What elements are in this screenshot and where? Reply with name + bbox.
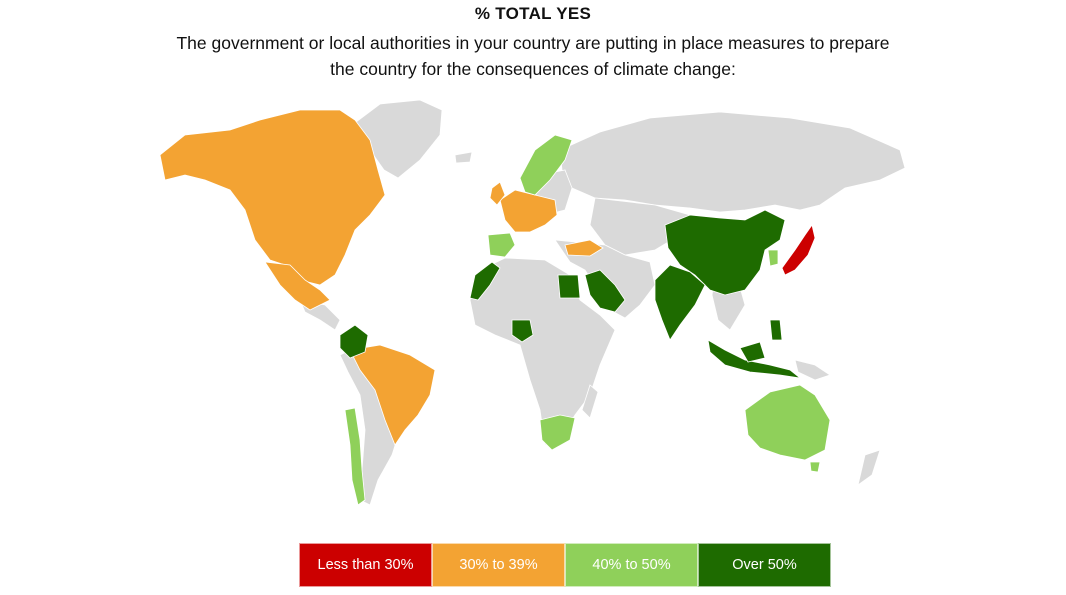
region-turkey	[564, 239, 604, 257]
region-scandinavia	[519, 134, 573, 196]
chart-title: % TOTAL YES	[474, 4, 592, 23]
region-borneo	[739, 341, 766, 363]
region-south-africa	[539, 414, 576, 451]
region-egypt	[557, 274, 581, 299]
region-china	[664, 209, 786, 296]
region-uk	[489, 181, 506, 206]
region-chile	[344, 407, 366, 506]
region-tasmania	[809, 461, 821, 473]
region-png	[794, 359, 831, 381]
region-australia	[744, 384, 831, 461]
region-saudi-arabia	[584, 269, 626, 313]
legend-item-less-than-30: Less than 30%	[299, 543, 432, 587]
region-russia	[559, 111, 906, 213]
region-north-america	[159, 109, 386, 286]
region-south-korea	[767, 249, 779, 267]
region-morocco	[469, 261, 501, 301]
region-new-zealand	[857, 449, 881, 486]
region-philippines	[769, 319, 783, 341]
region-greenland	[351, 99, 443, 179]
region-madagascar	[581, 384, 599, 419]
region-india	[654, 264, 706, 341]
region-central-asia	[589, 197, 691, 256]
legend-item-30-to-39: 30% to 39%	[432, 543, 565, 587]
region-brazil	[349, 344, 436, 446]
chart-subtitle: The government or local authorities in y…	[176, 33, 890, 79]
region-iceland	[454, 151, 473, 164]
region-mexico	[264, 261, 331, 311]
region-nigeria	[511, 319, 534, 343]
region-japan	[781, 224, 816, 276]
region-colombia	[339, 324, 369, 359]
region-indonesia	[707, 339, 802, 379]
legend-item-over-50: Over 50%	[698, 543, 831, 587]
legend-item-40-to-50: 40% to 50%	[565, 543, 698, 587]
legend: Less than 30% 30% to 39% 40% to 50% Over…	[299, 543, 831, 587]
region-spain	[487, 232, 516, 258]
region-western-europe	[499, 189, 558, 233]
